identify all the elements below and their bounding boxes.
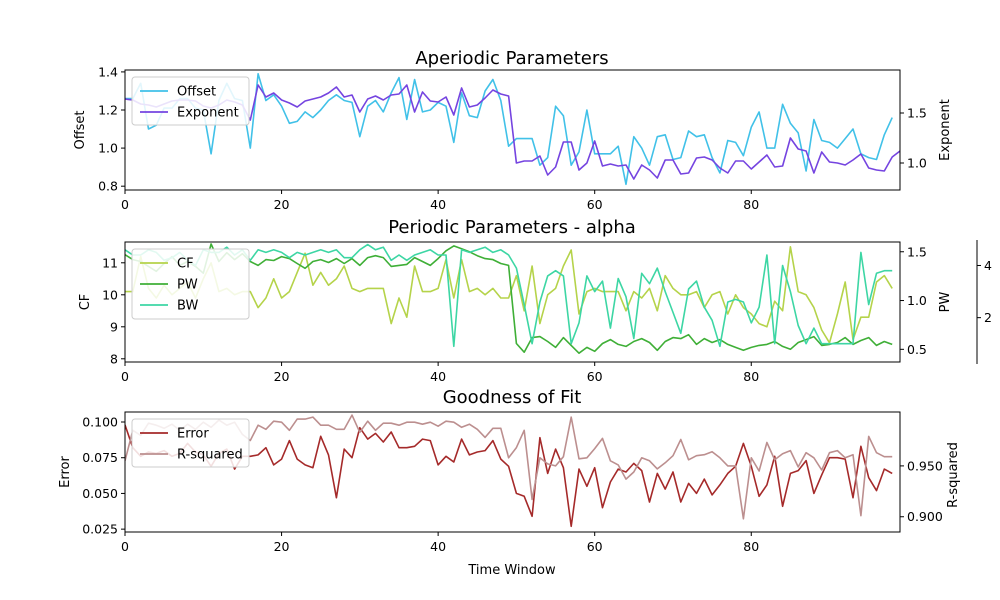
aperiodic-axes-frame [124, 69, 901, 191]
goodness-ytick-label: 0.025 [82, 522, 118, 537]
periodic-legend-label: PW [177, 278, 198, 293]
goodness-legend-label: R-squared [177, 448, 243, 463]
periodic-xtick-label: 60 [587, 369, 603, 384]
periodic-xtick-label: 20 [274, 369, 290, 384]
goodness-ylabel: Error [58, 456, 73, 488]
goodness-legend-box [131, 418, 250, 468]
periodic-title: Periodic Parameters - alpha [388, 217, 636, 238]
aperiodic-ytick-label: 1.2 [98, 103, 118, 118]
goodness-y2tick-label: 0.950 [907, 458, 943, 473]
periodic-ytick-label: 8 [110, 351, 118, 366]
periodic-axes-frame [124, 241, 901, 363]
goodness-y2label: R-squared [946, 442, 961, 508]
aperiodic-title: Aperiodic Parameters [415, 48, 608, 69]
periodic-y3tick-label: 4 [984, 258, 992, 273]
goodness-xtick-label: 40 [430, 539, 446, 554]
periodic-y2tick-label: 1.0 [907, 293, 927, 308]
aperiodic-panel: Aperiodic Parameters 0 20 40 60 80 0.8 1.0 1.2 1… [73, 48, 953, 212]
goodness-ticks: 0 20 40 60 80 0.025 0.050 0.075 0.100 0.900 0.950 [82, 415, 943, 555]
aperiodic-xtick-label: 40 [430, 197, 446, 212]
aperiodic-legend-box [131, 76, 250, 126]
goodness-plot-layer [125, 414, 893, 528]
goodness-legend-label: Error [177, 427, 209, 442]
periodic-y2tick-label: 1.5 [907, 244, 927, 259]
goodness-series-r-squared [125, 414, 893, 520]
periodic-legend-label: BW [177, 299, 198, 314]
goodness-xtick-label: 20 [274, 539, 290, 554]
aperiodic-ytick-label: 1.0 [98, 141, 118, 156]
periodic-ytick-label: 11 [102, 255, 118, 270]
periodic-legend-box [131, 248, 250, 320]
goodness-title: Goodness of Fit [443, 387, 582, 408]
aperiodic-xtick-label: 20 [274, 197, 290, 212]
aperiodic-ytick-label: 1.4 [98, 64, 118, 79]
periodic-series-bw [125, 243, 893, 348]
goodness-xtick-label: 80 [743, 539, 759, 554]
goodness-legend: Error R-squared [131, 418, 250, 468]
aperiodic-xtick-label: 80 [743, 197, 759, 212]
aperiodic-y2tick-label: 1.0 [907, 156, 927, 171]
periodic-series-cf [125, 246, 893, 344]
aperiodic-xtick-label: 0 [121, 197, 129, 212]
periodic-series-pw [125, 243, 893, 355]
periodic-xtick-label: 0 [121, 369, 129, 384]
aperiodic-y2tick-label: 1.5 [907, 106, 927, 121]
aperiodic-legend-label: Exponent [177, 106, 239, 121]
goodness-ytick-label: 0.050 [82, 486, 118, 501]
aperiodic-xtick-label: 60 [587, 197, 603, 212]
goodness-xlabel: Time Window [467, 563, 556, 578]
aperiodic-legend: Offset Exponent [131, 76, 250, 126]
periodic-ylabel: CF [78, 294, 93, 311]
aperiodic-series-offset [125, 73, 893, 186]
periodic-legend-label: CF [177, 257, 194, 272]
goodness-axes-frame [124, 411, 901, 533]
periodic-legend: CF PW BW [131, 248, 250, 320]
periodic-y2label: PW [938, 292, 953, 313]
aperiodic-series-exponent [125, 84, 900, 180]
periodic-plot-layer [125, 243, 893, 355]
aperiodic-legend-label: Offset [177, 85, 216, 100]
periodic-ticks: 0 20 40 60 80 8 9 10 11 0.5 1.0 1.5 2 4 [102, 244, 992, 384]
periodic-ytick-label: 10 [102, 287, 118, 302]
aperiodic-ticks: 0 20 40 60 80 0.8 1.0 1.2 1.4 1.0 1.5 [98, 64, 927, 212]
goodness-y2tick-label: 0.900 [907, 509, 943, 524]
goodness-ytick-label: 0.100 [82, 415, 118, 430]
periodic-xtick-label: 80 [743, 369, 759, 384]
goodness-xtick-label: 0 [121, 539, 129, 554]
periodic-y2tick-label: 0.5 [907, 342, 927, 357]
aperiodic-y2label: Exponent [938, 99, 953, 161]
goodness-xtick-label: 60 [587, 539, 603, 554]
goodness-ytick-label: 0.075 [82, 450, 118, 465]
goodness-panel: Goodness of Fit 0 20 40 60 80 0.025 0.050 0.075… [58, 387, 961, 578]
aperiodic-ytick-label: 0.8 [98, 179, 118, 194]
periodic-y3tick-label: 2 [984, 310, 992, 325]
periodic-xtick-label: 40 [430, 369, 446, 384]
periodic-ytick-label: 9 [110, 319, 118, 334]
goodness-series-error [125, 424, 893, 528]
aperiodic-ylabel: Offset [73, 110, 88, 149]
periodic-panel: Periodic Parameters - alpha 0 20 40 60 80 8 9 1… [78, 217, 992, 384]
aperiodic-plot-layer [125, 73, 900, 186]
